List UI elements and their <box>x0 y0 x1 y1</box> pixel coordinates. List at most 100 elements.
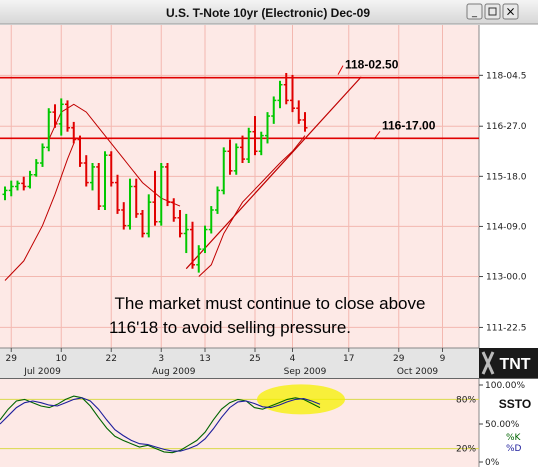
date-tick-label: 29 <box>393 354 405 364</box>
window-controls: _ × <box>466 3 519 20</box>
osc-tick-label: 50.00% <box>485 420 520 430</box>
ohlc-bar[interactable] <box>46 108 52 152</box>
tnt-logo: TNT <box>479 348 538 378</box>
annotation-line-2: 116'18 to avoid selling pressure. <box>109 318 351 337</box>
month-label: Aug 2009 <box>152 367 196 377</box>
ohlc-bar[interactable] <box>208 206 214 234</box>
ohlc-bar[interactable] <box>177 209 183 238</box>
ohlc-bar[interactable] <box>121 202 127 230</box>
ohlc-bar[interactable] <box>65 100 70 132</box>
ohlc-bar[interactable] <box>127 178 133 230</box>
ohlc-bar[interactable] <box>115 174 120 214</box>
ohlc-bar[interactable] <box>233 143 239 175</box>
y-tick-label: 113-00.0 <box>486 273 527 283</box>
ohlc-bar[interactable] <box>296 100 302 124</box>
month-label: Sep 2009 <box>284 367 327 377</box>
oscillator-axis-panel <box>479 379 538 467</box>
ohlc-bar[interactable] <box>83 155 89 187</box>
osc-series-d <box>0 397 321 452</box>
date-tick-label: 13 <box>199 354 210 364</box>
date-tick-label: 25 <box>249 354 260 364</box>
ohlc-bar[interactable] <box>183 213 189 254</box>
month-label: Jul 2009 <box>23 367 61 377</box>
osc-tick-label: 80% <box>456 395 476 405</box>
price-y-axis: 118-04.5 116-27.0 115-18.0 114-09.0 113-00.0… <box>479 71 527 333</box>
ohlc-bar[interactable] <box>190 221 195 269</box>
osc-tick-label: 0% <box>485 458 500 467</box>
level-labels: 118-02.50 116-17.00 <box>337 58 436 140</box>
ohlc-bar[interactable] <box>102 151 108 210</box>
minimize-icon: _ <box>471 7 478 18</box>
y-tick-label: 118-04.5 <box>486 71 526 81</box>
date-tick-label: 17 <box>343 354 354 364</box>
d-label: %D <box>506 444 522 454</box>
ohlc-bar[interactable] <box>171 198 177 222</box>
ohlc-bar[interactable] <box>40 143 45 167</box>
ohlc-bar[interactable] <box>133 178 139 218</box>
date-axis-labels: 29 10 22 3 13 25 4 17 29 9 Jul 2009 Aug 2009 Sep 200… <box>6 348 446 377</box>
y-tick-label: 115-18.0 <box>486 172 527 182</box>
ohlc-bar[interactable] <box>58 98 64 136</box>
annotation-line-1: The market must continue to close above <box>115 294 426 313</box>
k-label: %K <box>506 433 522 443</box>
ohlc-bar[interactable] <box>52 104 58 128</box>
ohlc-bar[interactable] <box>2 186 8 201</box>
close-button[interactable] <box>502 3 519 20</box>
ohlc-bar[interactable] <box>258 131 264 156</box>
month-label: Oct 2009 <box>397 367 439 377</box>
minimize-button[interactable] <box>466 3 483 20</box>
ohlc-bar[interactable] <box>283 72 289 105</box>
ohlc-bar[interactable] <box>215 186 220 214</box>
ohlc-bar[interactable] <box>290 74 295 113</box>
ohlc-bar[interactable] <box>277 80 283 109</box>
ohlc-bar[interactable] <box>71 121 77 144</box>
price-bars <box>2 72 308 273</box>
ohlc-bar[interactable] <box>108 151 114 187</box>
ohlc-bar[interactable] <box>15 180 20 191</box>
ohlc-bar[interactable] <box>221 147 227 195</box>
date-tick-label: 29 <box>6 354 18 364</box>
title-bar <box>0 0 538 24</box>
maximize-button[interactable] <box>484 3 501 20</box>
ohlc-bar[interactable] <box>146 194 152 238</box>
ohlc-bar[interactable] <box>246 127 252 164</box>
date-tick-label: 4 <box>290 354 296 364</box>
ohlc-bar[interactable] <box>21 176 27 191</box>
svg-text:TNT: TNT <box>499 356 530 373</box>
date-tick-label: 22 <box>106 354 117 364</box>
ohlc-bar[interactable] <box>140 209 145 238</box>
ohlc-bar[interactable] <box>152 170 158 226</box>
maximize-icon <box>488 7 497 16</box>
ohlc-bar[interactable] <box>196 245 202 273</box>
ohlc-bar[interactable] <box>265 112 270 144</box>
ohlc-bar[interactable] <box>96 163 102 210</box>
ohlc-bar[interactable] <box>252 116 258 156</box>
ohlc-bar[interactable] <box>90 163 95 191</box>
ohlc-bar[interactable] <box>77 135 83 167</box>
oscillator-plot-area[interactable] <box>0 379 479 467</box>
y-tick-label: 116-27.0 <box>486 122 527 132</box>
date-tick-label: 3 <box>158 354 164 364</box>
ssto-label: SSTO <box>499 397 531 411</box>
ohlc-bar[interactable] <box>202 225 208 254</box>
oscillator: 100.00% 80% 50.00% 20% 0% <box>0 381 525 467</box>
date-axis <box>0 348 479 378</box>
price-axis-panel <box>479 25 538 348</box>
ohlc-bar[interactable] <box>240 135 245 164</box>
ohlc-bar[interactable] <box>227 139 233 175</box>
ohlc-bar[interactable] <box>8 180 14 197</box>
ohlc-bar[interactable] <box>27 170 33 189</box>
close-icon: × <box>505 5 515 19</box>
level-label-upper: 118-02.50 <box>345 58 399 72</box>
y-tick-label: 111-22.5 <box>486 323 526 333</box>
ohlc-bar[interactable] <box>271 96 277 124</box>
trendline <box>185 76 362 270</box>
date-tick-label: 10 <box>56 354 68 364</box>
level-label-lower: 116-17.00 <box>382 118 436 132</box>
ohlc-bar[interactable] <box>158 163 164 226</box>
ohlc-bar[interactable] <box>165 163 170 207</box>
osc-tick-label: 100.00% <box>485 381 525 391</box>
ohlc-bar[interactable] <box>33 159 39 177</box>
ohlc-bar[interactable] <box>302 112 308 132</box>
